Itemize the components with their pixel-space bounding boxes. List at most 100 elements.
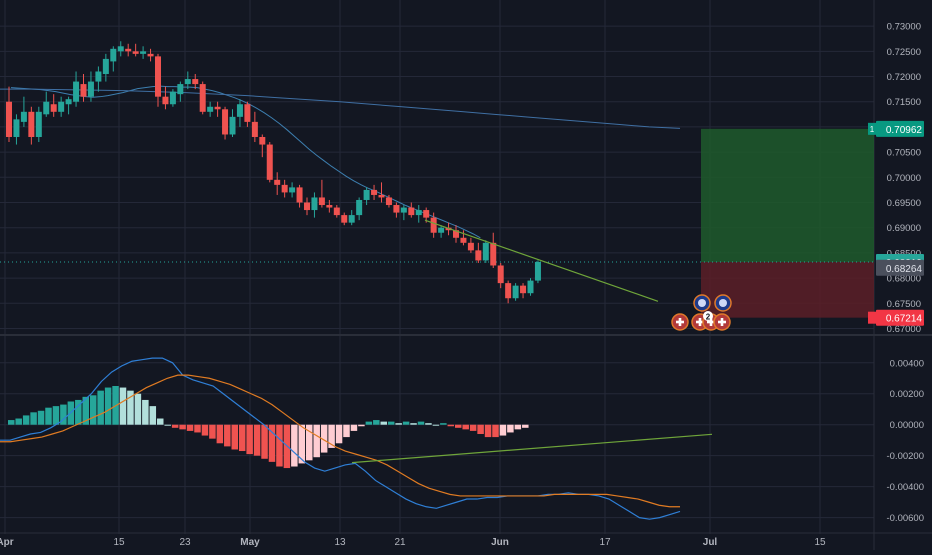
candle-up [140,51,147,54]
histogram-bar [179,424,186,430]
candle-down [423,210,430,218]
candle-down [80,84,87,97]
price-axis-label: 0.67000 [887,324,921,335]
candle-down [50,104,57,112]
candle-down [490,242,497,266]
candle-up [236,104,243,117]
histogram-bar [149,406,157,425]
news-event-cross-v [709,318,713,326]
candle-down [333,207,340,216]
candle-up [110,48,117,62]
histogram-bar [432,424,440,426]
histogram-bar [395,423,402,425]
x-tick-label: 15 [113,537,125,548]
histogram-bar [216,424,224,444]
candle-down [6,101,12,137]
histogram-bar [104,387,112,425]
histogram-bar [164,424,171,426]
signal-line [0,374,680,508]
candle-down [318,197,325,206]
candle-down [147,53,154,57]
candle-up [73,81,80,102]
histogram-bar [157,418,164,425]
event-count-badge [703,311,713,321]
candle-down [304,202,310,211]
candle-down [385,197,392,206]
price-axis-label: 0.69000 [887,223,921,234]
histogram-bar [455,424,462,428]
candle-up [95,71,102,82]
histogram-bar [15,418,22,425]
histogram-bar [499,424,507,436]
candle-up [534,261,541,281]
price-axis-label: 0.67500 [887,299,921,310]
histogram-bar [328,424,335,448]
target-marker-text: 1 [870,125,875,134]
x-tick-label: 21 [394,537,406,548]
histogram-bar [492,424,499,438]
candle-down [326,205,333,208]
event-markers: 2 [671,294,732,331]
x-tick-label: 23 [179,537,191,548]
price-axis-label: 0.69500 [887,198,921,209]
candle-up [43,101,50,115]
histogram-bar [238,424,246,452]
news-event-cross-v [678,318,682,326]
candle-up [169,91,176,105]
stop-marker-box [868,311,876,324]
candle-up [482,242,489,261]
candle-down [460,237,467,243]
histogram-bar [22,415,30,425]
candle-up [527,280,534,294]
histogram-bar [522,424,529,428]
histogram-bar [231,424,238,450]
x-tick-label: Jul [703,537,718,548]
candle-up [102,58,109,75]
histogram-bar [402,421,410,425]
histogram-bar [514,424,522,430]
indicator-axis-label: 0.00200 [890,389,924,400]
x-tick-label: 17 [599,537,611,548]
prev-price-tag-box [876,259,924,276]
target-price-tag-text: 0.70962 [886,125,923,136]
candle-down [378,194,385,198]
indicator-axis-label: -0.00600 [886,513,924,524]
histogram-bar [373,420,380,425]
prev-price-tag-text: 0.68264 [886,264,923,275]
histogram-bar [298,424,306,464]
histogram-bar [134,393,142,425]
candle-down [274,179,281,185]
histogram-bar [268,424,276,462]
macd-histogram [8,386,529,469]
x-tick-label: May [240,537,260,548]
histogram-bar [224,424,231,447]
x-tick-label: Jun [491,537,509,548]
candle-down [155,56,161,97]
target-marker-box [868,122,876,135]
candle-up [58,101,65,112]
indicator-axis-label: 0.00400 [890,358,924,369]
histogram-bar [82,396,89,425]
histogram-bar [417,421,425,425]
histogram-bar [52,406,60,425]
histogram-bar [45,407,52,425]
histogram-bar [171,424,179,428]
histogram-bar [201,424,209,436]
candle-down [475,250,482,261]
histogram-bar [291,424,298,467]
candle-up [207,106,214,112]
news-event-cross-v [698,318,702,326]
candle-up [438,227,445,233]
histogram-bar [253,424,261,456]
histogram-bar [410,423,417,425]
candle-down [132,51,139,54]
candle-down [296,187,303,203]
price-axis-label: 0.70500 [887,148,921,159]
candle-down [430,217,437,233]
histogram-bar [97,390,104,425]
histogram-bar [335,424,343,444]
price-axis-label: 0.72500 [887,47,921,58]
flag-event-dot [698,299,706,307]
